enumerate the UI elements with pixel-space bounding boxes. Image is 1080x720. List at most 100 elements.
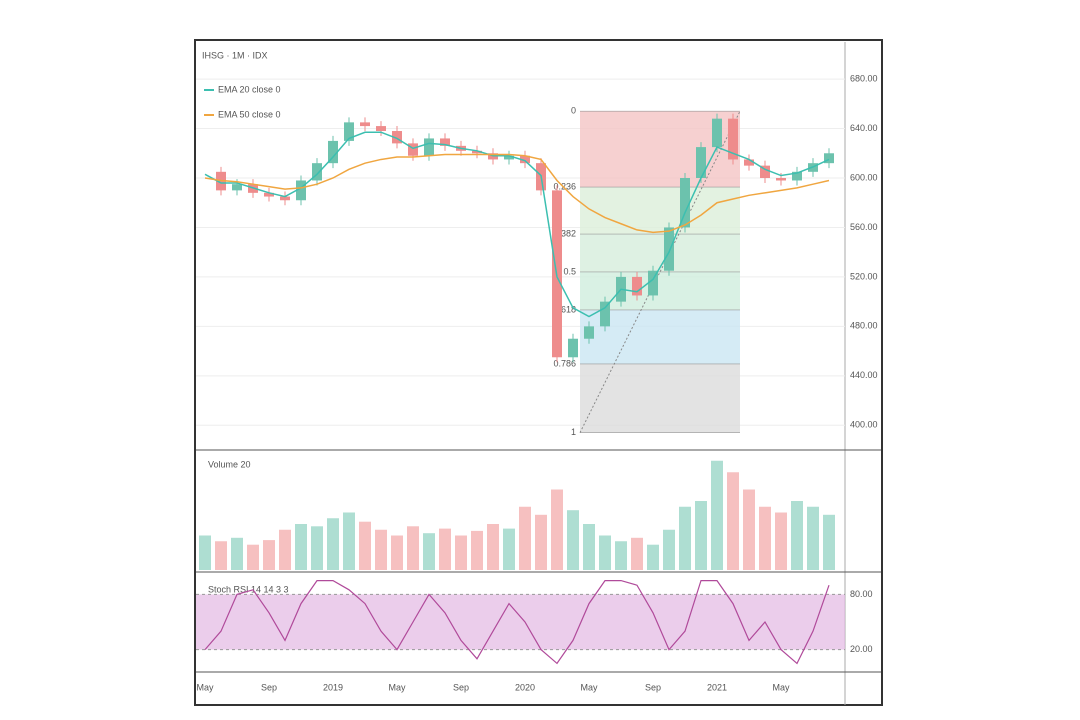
candle-body bbox=[408, 143, 418, 156]
stoch-tick-label: 80.00 bbox=[850, 589, 873, 599]
candle-body bbox=[360, 122, 370, 127]
candle-body bbox=[696, 147, 706, 178]
candle-body bbox=[632, 276, 642, 296]
fib-zone bbox=[580, 234, 740, 272]
volume-bar bbox=[279, 529, 291, 570]
candle-body bbox=[792, 171, 802, 181]
candle-body bbox=[232, 184, 242, 191]
volume-bar bbox=[471, 530, 483, 570]
volume-bar bbox=[663, 529, 675, 570]
fib-level-label: 0.618 bbox=[553, 304, 576, 314]
candle-body bbox=[776, 178, 786, 181]
candle-body bbox=[440, 138, 450, 146]
ema-line bbox=[204, 153, 830, 234]
volume-bar bbox=[615, 541, 627, 570]
volume-bar bbox=[439, 528, 451, 570]
x-tick-label: 2021 bbox=[707, 682, 727, 692]
candle-body bbox=[392, 131, 402, 144]
volume-bar bbox=[295, 524, 307, 570]
y-tick-label: 440.00 bbox=[850, 370, 878, 380]
volume-bar bbox=[679, 506, 691, 570]
y-tick-label: 640.00 bbox=[850, 123, 878, 133]
fib-level-label: 0.786 bbox=[553, 358, 576, 368]
x-tick-label: Sep bbox=[453, 682, 469, 692]
candle-body bbox=[328, 140, 338, 164]
ema-line bbox=[204, 131, 830, 318]
candle-body bbox=[664, 227, 674, 271]
volume-bar bbox=[743, 489, 755, 570]
volume-bar bbox=[199, 535, 211, 570]
volume-bar bbox=[727, 472, 739, 570]
stoch-line bbox=[204, 580, 830, 665]
candle-body bbox=[312, 163, 322, 181]
candle-body bbox=[648, 270, 658, 296]
x-tick-label: May bbox=[772, 682, 790, 692]
candle-body bbox=[728, 118, 738, 160]
candle-body bbox=[680, 178, 690, 228]
candle-body bbox=[424, 138, 434, 156]
candle-body bbox=[584, 326, 594, 339]
volume-bar bbox=[583, 524, 595, 570]
volume-bar bbox=[343, 512, 355, 570]
stoch-band bbox=[196, 594, 845, 650]
volume-bar bbox=[487, 524, 499, 570]
volume-bar bbox=[791, 501, 803, 570]
stoch-tick-label: 20.00 bbox=[850, 644, 873, 654]
fib-level-label: 0.236 bbox=[553, 181, 576, 191]
volume-bar bbox=[519, 506, 531, 570]
x-tick-label: May bbox=[580, 682, 598, 692]
volume-bar bbox=[375, 529, 387, 570]
fib-level-label: 0 bbox=[571, 106, 576, 116]
volume-bar bbox=[599, 535, 611, 570]
x-tick-label: 2019 bbox=[323, 682, 343, 692]
y-tick-label: 520.00 bbox=[850, 271, 878, 281]
legend-label: EMA 20 close 0 bbox=[218, 84, 281, 94]
y-tick-label: 480.00 bbox=[850, 321, 878, 331]
x-tick-label: May bbox=[388, 682, 406, 692]
volume-bar bbox=[807, 506, 819, 570]
candle-body bbox=[472, 150, 482, 154]
volume-title: Volume 20 bbox=[208, 459, 251, 469]
y-tick-label: 560.00 bbox=[850, 222, 878, 232]
fib-level-label: 1 bbox=[571, 427, 576, 437]
symbol-title: IHSG · 1M · IDX bbox=[202, 50, 268, 60]
candle-body bbox=[344, 122, 354, 141]
volume-bar bbox=[759, 506, 771, 570]
volume-bar bbox=[263, 540, 275, 570]
volume-bar bbox=[503, 528, 515, 570]
candle-body bbox=[760, 165, 770, 178]
legend-label: EMA 50 close 0 bbox=[218, 109, 281, 119]
volume-bar bbox=[775, 512, 787, 570]
stoch-title: Stoch RSI 14 14 3 3 bbox=[208, 584, 289, 594]
volume-bar bbox=[647, 544, 659, 570]
fib-zone bbox=[580, 187, 740, 235]
x-tick-label: May bbox=[196, 682, 214, 692]
fib-level-label: 0.382 bbox=[553, 228, 576, 238]
x-tick-label: Sep bbox=[261, 682, 277, 692]
candle-body bbox=[824, 153, 834, 164]
volume-bar bbox=[551, 489, 563, 570]
volume-bar bbox=[311, 526, 323, 570]
volume-bar bbox=[247, 544, 259, 570]
volume-bar bbox=[215, 541, 227, 570]
y-tick-label: 400.00 bbox=[850, 420, 878, 430]
volume-bar bbox=[455, 535, 467, 570]
volume-bar bbox=[695, 501, 707, 570]
volume-bar bbox=[359, 521, 371, 570]
volume-bar bbox=[631, 537, 643, 570]
candle-body bbox=[744, 159, 754, 166]
volume-bar bbox=[327, 518, 339, 570]
volume-bar bbox=[567, 510, 579, 570]
volume-bar bbox=[423, 533, 435, 570]
fib-level-label: 0.5 bbox=[563, 266, 576, 276]
volume-bar bbox=[407, 526, 419, 570]
candle-body bbox=[264, 192, 274, 197]
candle-body bbox=[600, 301, 610, 327]
fib-zone bbox=[580, 363, 740, 433]
y-tick-label: 600.00 bbox=[850, 172, 878, 182]
volume-bar bbox=[711, 460, 723, 570]
x-tick-label: Sep bbox=[645, 682, 661, 692]
candle-body bbox=[376, 126, 386, 132]
volume-bar bbox=[231, 537, 243, 570]
